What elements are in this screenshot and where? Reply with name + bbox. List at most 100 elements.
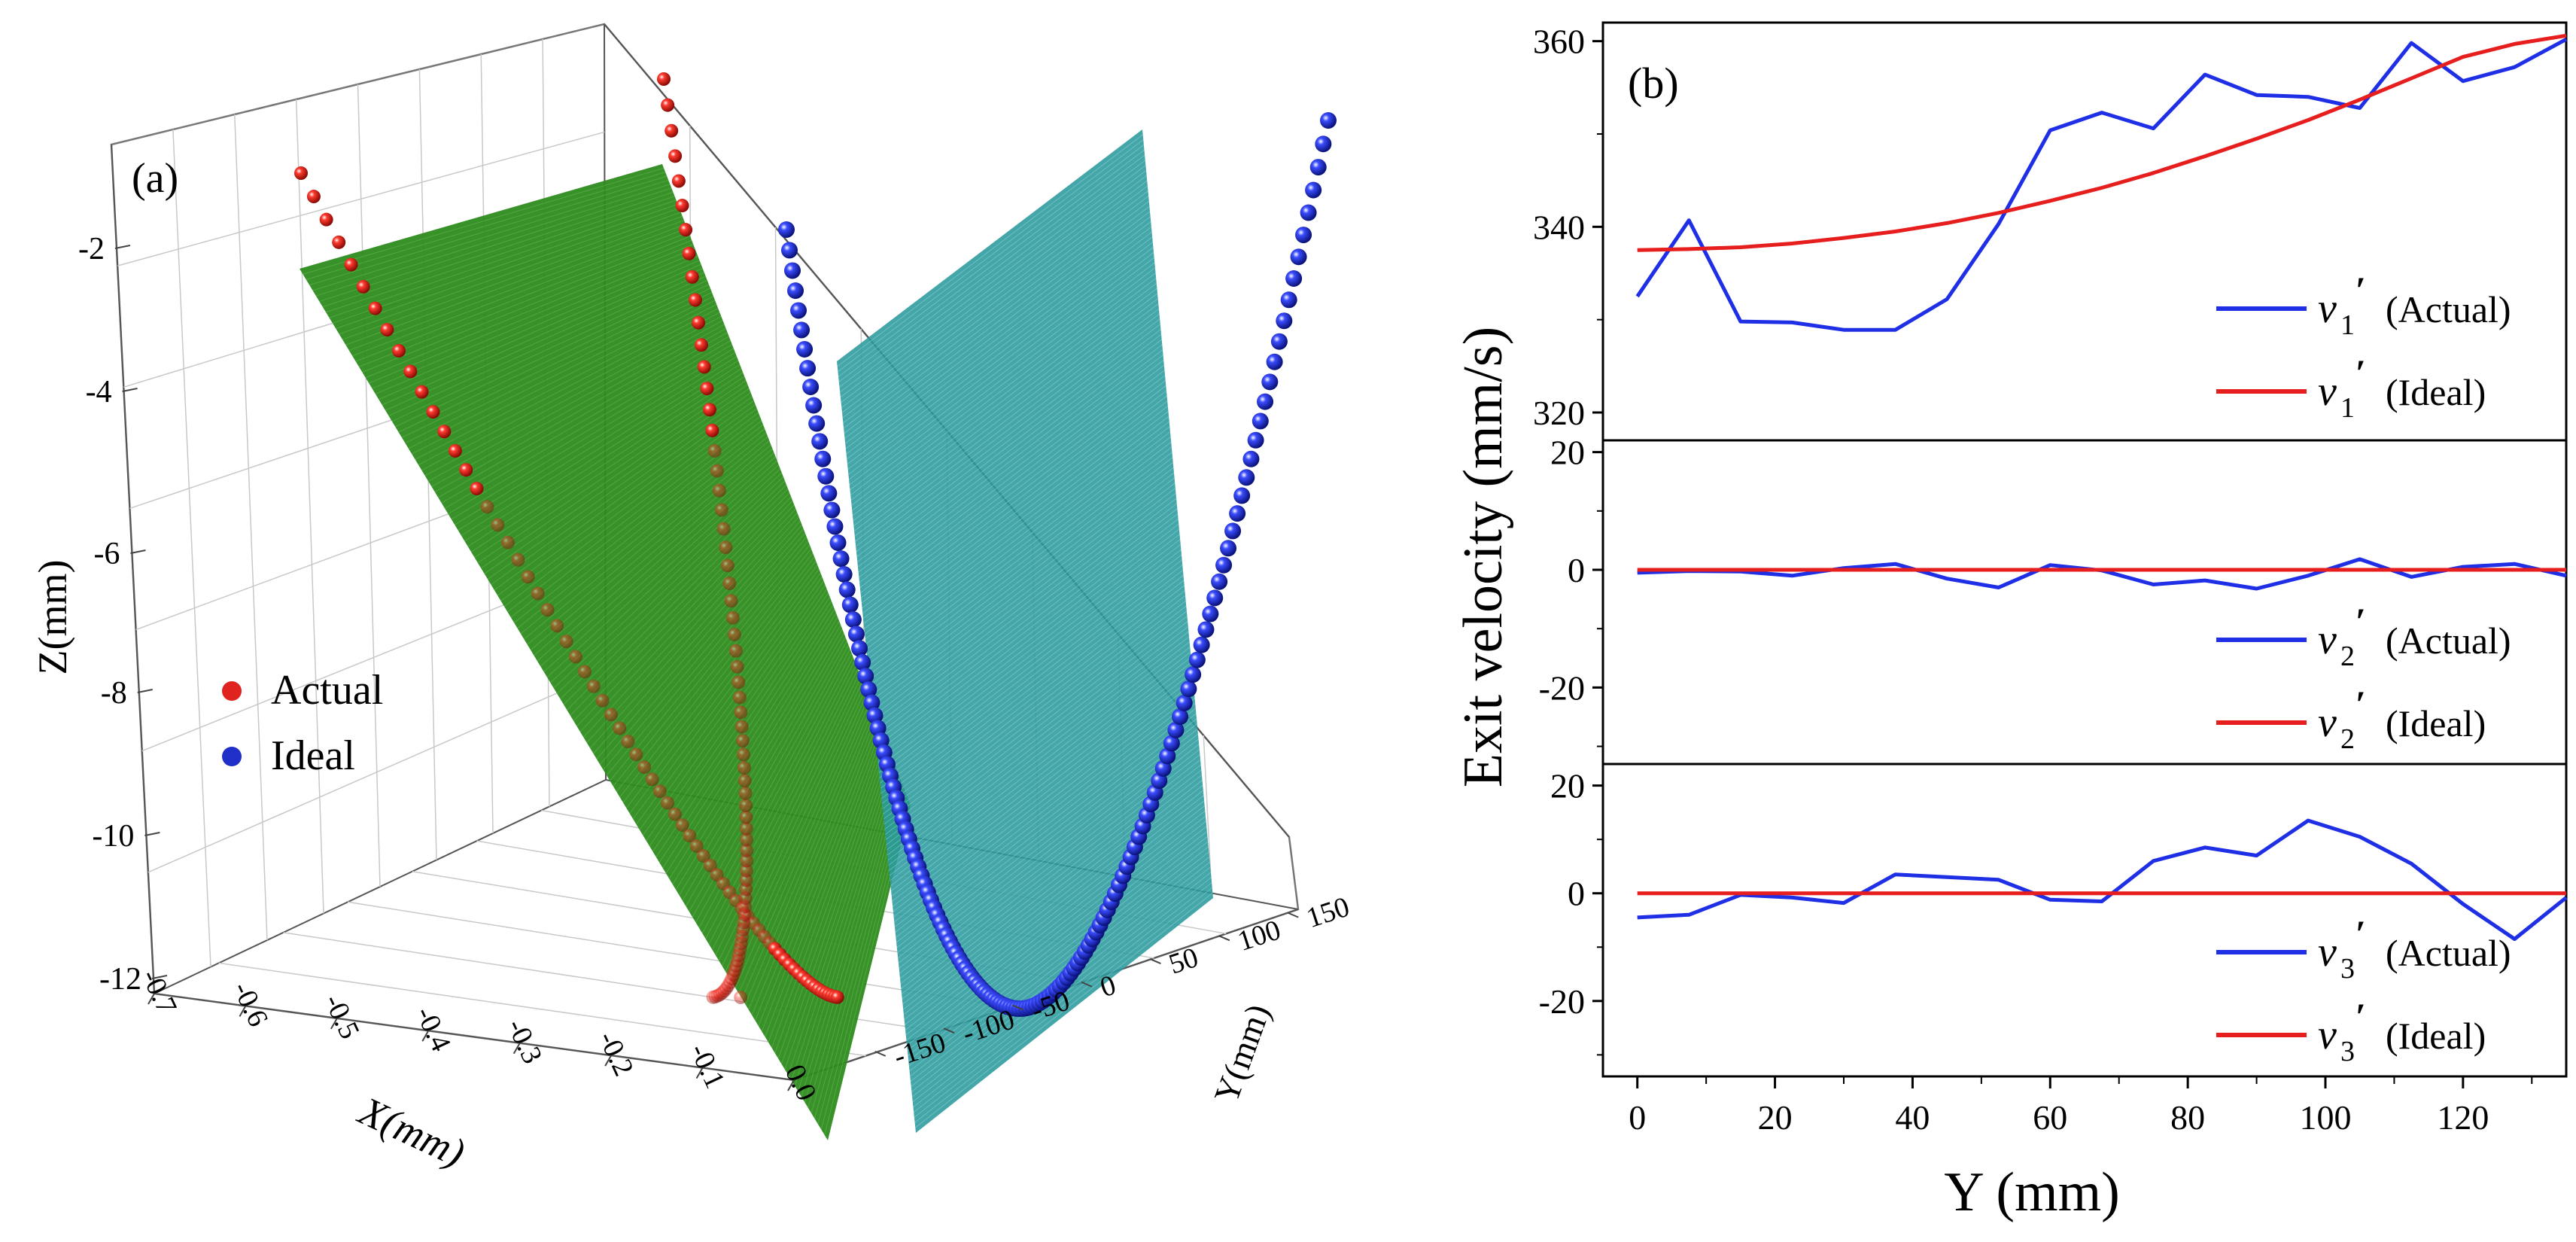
sphere-marker [1224, 522, 1242, 540]
sphere-marker [380, 323, 394, 337]
hatch-line [741, 701, 871, 1000]
ideal-trajectory-plane [837, 129, 1213, 1133]
hatch-line [524, 436, 768, 640]
sphere-marker [738, 786, 753, 800]
hatch-line [844, 200, 1150, 434]
hatch-line [520, 432, 767, 635]
sphere-marker [671, 174, 686, 188]
hatch-line [838, 139, 1144, 373]
hatch-line [859, 344, 1163, 578]
panel-b-y-axis-title: Exit velocity (mm/s) [1452, 327, 1514, 787]
sphere-marker [731, 675, 746, 689]
sphere-marker [720, 559, 734, 573]
sphere-marker [712, 483, 726, 498]
hatch-line [537, 452, 774, 662]
sphere-marker [1215, 556, 1233, 574]
sphere-marker [740, 854, 754, 868]
z-axis-title: Z(mm) [30, 560, 75, 675]
hatch-line [884, 590, 1185, 825]
legend-symbol: v [2318, 699, 2337, 746]
hatch-line [911, 851, 1209, 1087]
sphere-marker [559, 635, 573, 649]
panel-b-label: (b) [1628, 59, 1679, 108]
hatch-line [500, 408, 758, 601]
hatch-line [883, 585, 1185, 820]
sphere-marker [1266, 353, 1283, 370]
hatch-line [887, 621, 1188, 856]
legend-prime: ′ [2356, 912, 2366, 954]
plane-hatching [303, 167, 910, 1135]
legend-subscript: 2 [2340, 641, 2355, 672]
hatch-line [893, 682, 1194, 918]
sphere-marker [734, 705, 748, 720]
sphere-marker [725, 610, 740, 625]
sphere-marker [368, 301, 382, 315]
sphere-marker [1193, 636, 1210, 653]
x-tick-label: 40 [1895, 1098, 1930, 1137]
sphere-marker [1280, 291, 1297, 309]
sphere-marker [1238, 469, 1255, 486]
grid-line [1203, 735, 1212, 893]
hatch-line [855, 313, 1160, 547]
y-tick-label: 0 [1568, 551, 1585, 589]
sphere-marker [665, 123, 679, 138]
sphere-marker [694, 338, 708, 352]
hatch-line [892, 672, 1193, 907]
hatch-line [570, 492, 790, 716]
sphere-marker [1252, 412, 1269, 430]
hatch-line [841, 175, 1147, 408]
hatch-line [890, 651, 1191, 887]
hatch-line [885, 605, 1187, 840]
sphere-marker [781, 242, 798, 259]
hatch-line [914, 887, 1213, 1123]
hatch-line [794, 765, 896, 1086]
z-tick-label: -2 [78, 232, 105, 266]
sphere-marker [730, 659, 744, 674]
sphere-marker [697, 360, 711, 374]
hatch-line [890, 647, 1191, 881]
hatch-line [871, 472, 1175, 707]
hatch-line [895, 698, 1195, 933]
x-tick [695, 1067, 704, 1079]
hatch-line [801, 773, 899, 1097]
legend-label: (Ideal) [2386, 371, 2486, 413]
sphere-marker [1305, 181, 1322, 199]
hatch-line [619, 553, 814, 798]
y-tick-label: 320 [1533, 394, 1585, 432]
hatch-line [567, 488, 789, 711]
sphere-marker [736, 747, 750, 762]
hatch-line [636, 572, 821, 825]
sphere-marker [521, 570, 535, 584]
sphere-marker [805, 397, 823, 414]
sphere-marker [675, 818, 689, 833]
hatch-line [448, 344, 733, 515]
sphere-marker [1220, 540, 1237, 557]
series-line-actual [1637, 818, 2568, 941]
sphere-marker [808, 415, 826, 432]
hatch-line [847, 231, 1152, 465]
sphere-marker [511, 553, 525, 567]
hatch-line [841, 170, 1147, 403]
hatch-line [859, 355, 1163, 589]
hatch-line [865, 410, 1169, 645]
legend-prime: ′ [2356, 352, 2366, 394]
z-tick-label: -6 [93, 537, 120, 571]
sphere-marker [860, 681, 877, 699]
hatch-line [853, 293, 1158, 527]
hatch-line [874, 503, 1178, 738]
sphere-marker [735, 734, 750, 748]
hatch-line [474, 376, 745, 559]
sphere-marker [863, 694, 880, 711]
hatch-line [434, 327, 726, 493]
legend-label: (Actual) [2386, 932, 2511, 974]
y-tick-label: 150 [1303, 891, 1353, 935]
hatch-line [758, 720, 879, 1027]
hatch-line [444, 339, 731, 509]
hatch-line [589, 516, 799, 749]
sphere-marker [568, 650, 582, 664]
hatch-line [867, 426, 1170, 660]
hatch-line [906, 805, 1206, 1041]
hatch-line [477, 380, 747, 564]
hatch-line [853, 288, 1157, 522]
hatch-line [625, 560, 817, 808]
